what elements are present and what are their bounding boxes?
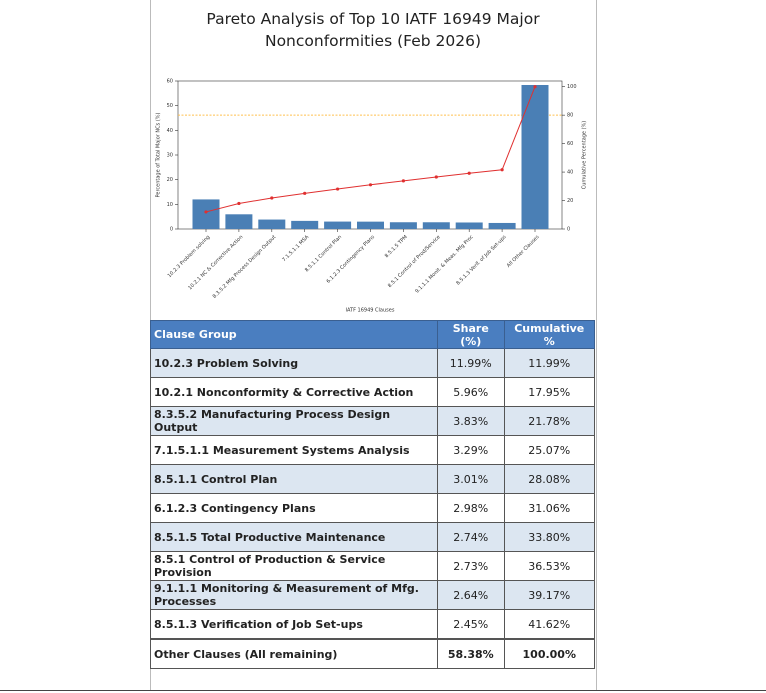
data-table: Clause Group Share (%) Cumulative % 10.2.3 … [150,320,596,669]
table-cell: 2.98% [437,493,505,523]
bar [455,222,483,229]
header-cell: Share (%) [437,320,505,349]
table-cell: 7.1.5.1.1 Measurement Systems Analysis [150,435,438,465]
table-cell: 25.07% [503,435,596,465]
y-tick-label: 30 [167,153,173,159]
bar [521,84,549,229]
cumulative-marker [368,183,373,187]
y2-tick-label: 20 [567,198,573,204]
header-row: Clause Group Share (%) Cumulative % [150,320,596,349]
table-cell: 8.5.1.5 Total Productive Maintenance [150,522,438,552]
bar [357,221,384,229]
header-cell: Clause Group [150,320,438,349]
table-cell: 11.99% [503,348,596,378]
table-cell: 6.1.2.3 Contingency Plans [150,493,438,523]
table-row: 10.2.3 Problem Solving 11.99% 11.99% [150,348,596,378]
y-tick-label: 20 [167,177,173,183]
table-row: 9.1.1.1 Monitoring & Measurement of Mfg.… [150,580,596,610]
cumulative-marker [467,171,471,175]
chart: 0 10 20 30 40 50 60 0 20 40 60 80 100 Percentage of T… [156,79,588,314]
x-tick-label: 10.2.1 NC & Corrective Action [187,234,244,291]
bar [324,221,352,229]
chart-title: Pareto Analysis of Top 10 IATF 16949 Maj… [206,10,540,50]
cumulative-marker [270,196,274,200]
x-tick-label: 8.5.1.5 TPM [384,234,409,259]
y-tick-label: 0 [170,227,173,233]
table-cell: 2.64% [437,580,505,610]
table-cell: 36.53% [503,551,596,581]
table-cell: 8.3.5.2 Manufacturing Process Design Out… [150,406,438,436]
table-cell: 3.01% [437,464,505,494]
cumulative-marker [434,175,438,179]
table-cell: 10.2.1 Nonconformity & Corrective Action [150,377,438,407]
table-cell: 8.5.1.3 Verification of Job Set-ups [150,609,438,640]
table-row: 8.5.1.5 Total Productive Maintenance 2.74… [150,522,596,552]
cumulative-marker [237,201,241,206]
cumulative-line [205,86,536,213]
y-tick-label: 50 [167,103,173,109]
table-cell: 3.29% [437,435,505,465]
bar [488,222,516,229]
y2-axis-label: Cumulative Percentage (%) [582,121,588,190]
table-cell: 2.74% [437,522,505,552]
y-tick-label: 60 [167,79,173,85]
x-tick-label: 8.3.5.2 Mfg Process Design Output [212,234,278,300]
table-cell: 100.00% [503,638,596,669]
bottom-rule [0,690,766,691]
bar [389,222,417,229]
table-cell: 8.5.1.1 Control Plan [150,464,438,494]
table-row: Other Clauses (All remaining) 58.38% 100.0… [150,638,596,669]
cumulative-marker [500,168,504,172]
table-row: 10.2.1 Nonconformity & Corrective Action… [150,377,596,407]
x-axis-label: IATF 16949 Clauses [346,308,395,314]
table-cell: 33.80% [503,522,596,552]
table-cell: 21.78% [503,406,596,436]
bar [258,219,286,229]
cumulative-marker [336,187,340,191]
cumulative-marker [533,85,537,89]
table-cell: 5.96% [437,377,505,407]
table-cell: 58.38% [437,638,505,669]
x-tick-label: 7.1.5.1.1 MSA [281,234,310,263]
y2-tick-label: 80 [567,113,573,119]
y2-tick-label: 0 [567,227,570,233]
table-cell: 28.08% [503,464,596,494]
bar [291,220,319,229]
table-cell: 31.06% [503,493,596,523]
table-cell: 11.99% [437,348,505,378]
table-cell: 2.45% [437,609,505,640]
header-cell: Cumulative % [503,320,596,349]
table-row: 8.5.1.3 Verification of Job Set-ups 2.45%… [150,609,596,640]
y2-tick-label: 60 [567,141,573,147]
table-cell: 8.5.1 Control of Production & Service Pr… [150,551,438,581]
table-cell: 9.1.1.1 Monitoring & Measurement of Mfg.… [150,580,438,610]
table-row: 8.5.1 Control of Production & Service Pr… [150,551,596,581]
table-row: 6.1.2.3 Contingency Plans 2.98% 31.06% [150,493,596,523]
bar [422,222,450,229]
table-cell: 41.62% [503,609,596,640]
table-row: 7.1.5.1.1 Measurement Systems Analysis 3.… [150,435,596,465]
table-cell: 10.2.3 Problem Solving [150,348,438,378]
table-cell: Other Clauses (All remaining) [150,638,438,669]
y2-tick-label: 40 [567,170,573,176]
cumulative-marker [204,210,208,214]
table-row: 8.3.5.2 Manufacturing Process Design Out… [150,406,596,436]
table-cell: 39.17% [503,580,596,610]
plot-frame [177,80,563,230]
bar [225,214,253,229]
cumulative-marker [303,191,307,195]
table-cell: 2.73% [437,551,505,581]
y2-tick-label: 100 [567,84,577,90]
y-tick-label: 10 [167,202,173,208]
table-row: 8.5.1.1 Control Plan 3.01% 28.08% [150,464,596,494]
table-cell: 17.95% [503,377,596,407]
bar [192,199,220,229]
x-tick-label: All Other Clauses [506,234,541,269]
cumulative-marker [401,179,405,183]
x-tick-label: 9.1.1.1 Monit. & Meas. Mfg Proc [414,234,475,295]
y-axis-label: Percentage of Total Major NCs (%) [156,112,162,197]
table-cell: 3.83% [437,406,505,436]
y-tick-label: 40 [167,128,173,134]
